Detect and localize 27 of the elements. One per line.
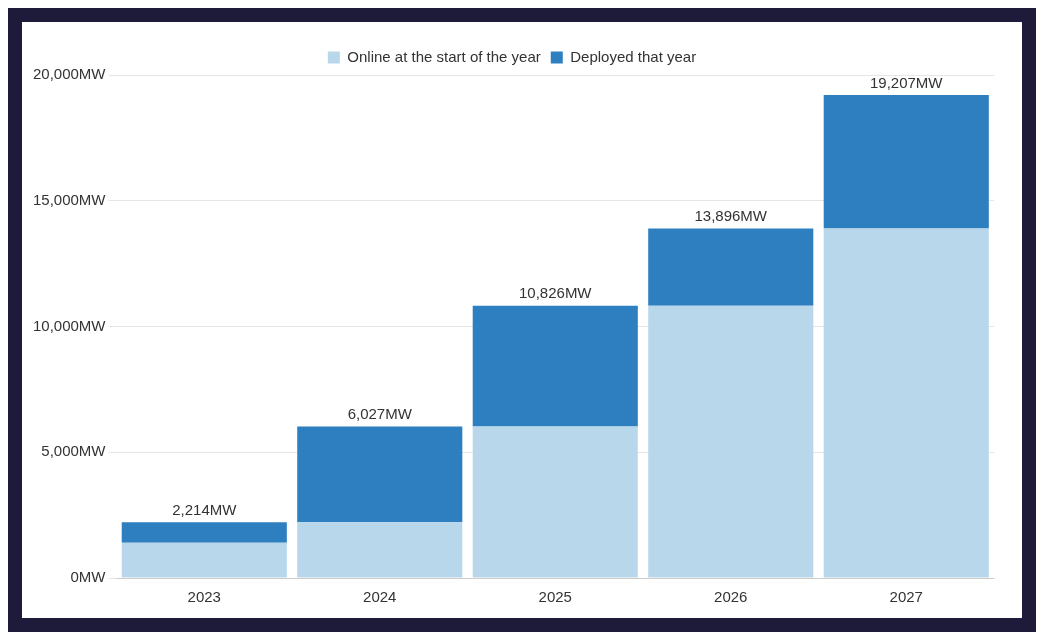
y-tick-label: 15,000MW [32, 190, 107, 208]
total-label: 2,214MW [172, 500, 238, 518]
y-tick-label: 0MW [70, 568, 107, 586]
x-tick-label: 2027 [889, 588, 923, 606]
bar [297, 522, 463, 578]
x-tick-label: 2024 [363, 588, 397, 606]
total-label: 19,207MW [869, 73, 944, 91]
bar [297, 426, 463, 523]
legend-label: Deployed that year [570, 47, 697, 65]
x-tick-label: 2025 [538, 588, 572, 606]
bar [823, 94, 989, 229]
total-label: 13,896MW [694, 207, 768, 225]
x-tick-label: 2026 [714, 588, 748, 606]
legend-label: Online at the start of the year [347, 47, 541, 65]
y-tick-label: 10,000MW [32, 316, 107, 334]
bar [472, 426, 638, 578]
x-tick-label: 2023 [187, 588, 221, 606]
total-label: 6,027MW [347, 405, 413, 423]
bar [472, 305, 638, 427]
bar [121, 542, 287, 578]
total-label: 10,826MW [518, 284, 593, 302]
bar [121, 522, 287, 543]
bar [648, 228, 814, 306]
y-tick-label: 20,000MW [32, 65, 107, 83]
bar [823, 228, 989, 578]
bar [648, 305, 814, 578]
y-tick-label: 5,000MW [41, 442, 107, 460]
